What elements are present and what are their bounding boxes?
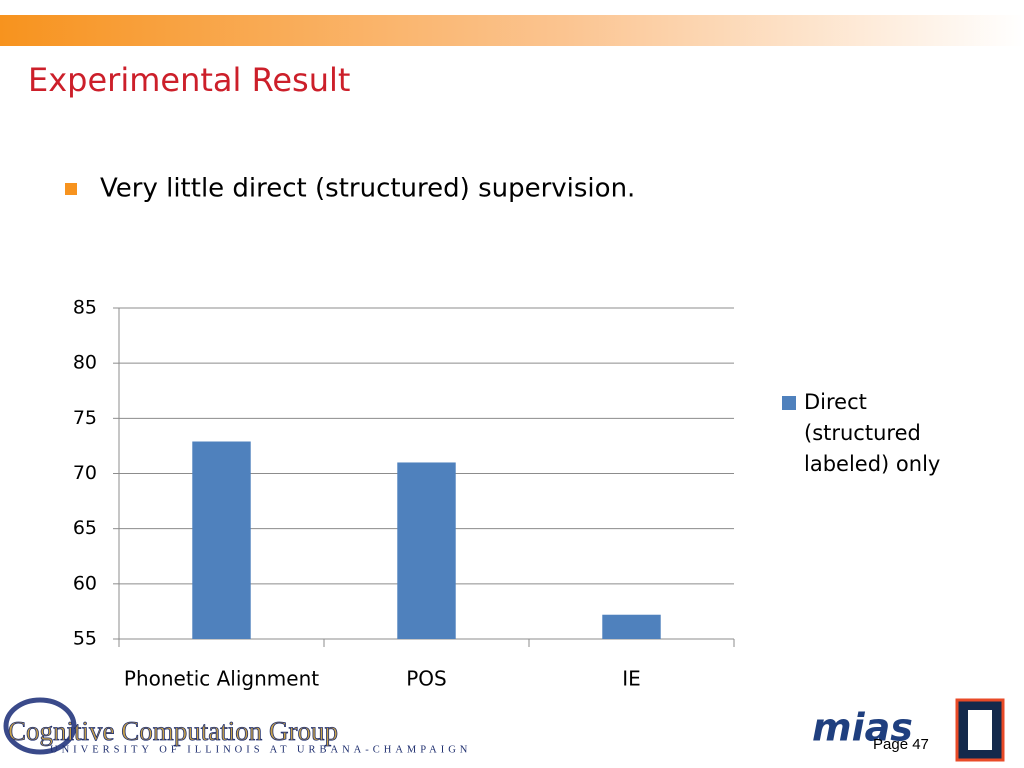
slide-title: Experimental Result: [28, 61, 350, 99]
y-tick-label: 55: [73, 628, 97, 650]
legend-swatch: [782, 396, 796, 410]
logo-swirl: [3, 697, 77, 755]
y-tick-label: 65: [73, 517, 97, 539]
page-number: Page 47: [873, 736, 929, 753]
legend-item: Direct (structured labeled) only: [782, 387, 952, 480]
y-tick-label: 60: [73, 572, 97, 594]
footer-group: Cognitive Computation Group: [8, 716, 338, 746]
y-tick-label: 70: [73, 462, 97, 484]
x-tick-label: IE: [622, 667, 641, 691]
x-tick-label: Phonetic Alignment: [124, 667, 319, 691]
y-tick-label: 75: [73, 407, 97, 429]
footer-university: UNIVERSITY OF ILLINOIS AT URBANA-CHAMPAI…: [50, 744, 471, 755]
illinois-logo-i: [968, 710, 992, 750]
bar: [397, 462, 456, 639]
chart: 55 60 65 70 75 80 85 Phonetic Alignment POS IE: [73, 297, 735, 691]
footer-logo: mias: [812, 706, 913, 750]
y-tick-label: 80: [73, 352, 97, 374]
bullet-text: Very little direct (structured) supervis…: [100, 174, 635, 204]
legend-label: Direct (structured labeled) only: [804, 390, 941, 476]
bar: [602, 614, 661, 639]
bullet-marker: [65, 183, 77, 195]
y-tick-label: 85: [73, 297, 97, 319]
legend: Direct (structured labeled) only: [782, 387, 952, 480]
x-tick-label: POS: [406, 667, 447, 691]
bar: [192, 441, 251, 639]
header-bar: [0, 15, 1024, 46]
